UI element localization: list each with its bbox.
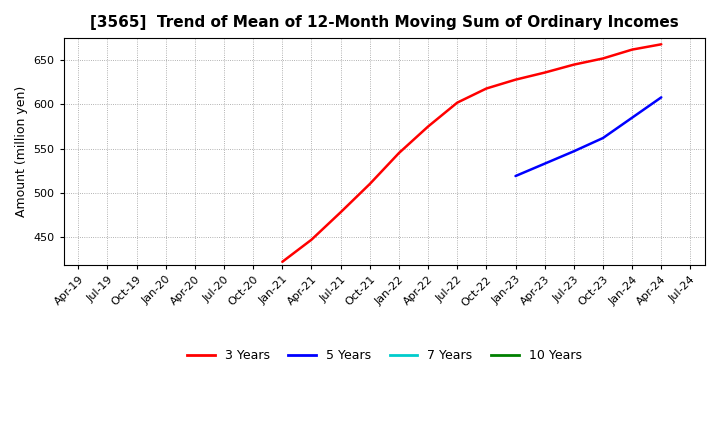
- Legend: 3 Years, 5 Years, 7 Years, 10 Years: 3 Years, 5 Years, 7 Years, 10 Years: [182, 344, 587, 367]
- Title: [3565]  Trend of Mean of 12-Month Moving Sum of Ordinary Incomes: [3565] Trend of Mean of 12-Month Moving …: [90, 15, 679, 30]
- Y-axis label: Amount (million yen): Amount (million yen): [15, 86, 28, 217]
